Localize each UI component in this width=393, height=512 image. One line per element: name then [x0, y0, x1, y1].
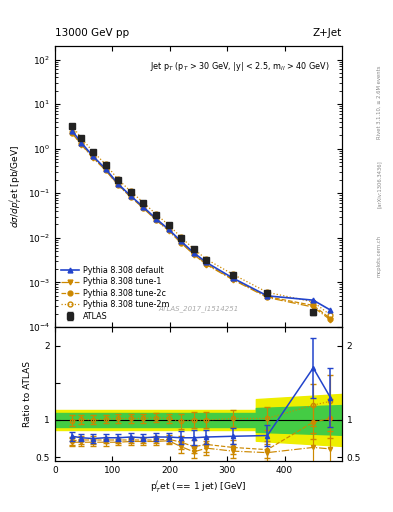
- Pythia 8.308 tune-2c: [154, 217, 158, 223]
- Pythia 8.308 tune-2m: [90, 148, 95, 155]
- Text: [arXiv:1306.3436]: [arXiv:1306.3436]: [377, 160, 382, 208]
- Pythia 8.308 tune-2c: [265, 293, 270, 300]
- Text: Z+Jet: Z+Jet: [313, 28, 342, 38]
- Pythia 8.308 tune-2c: [179, 240, 184, 246]
- Pythia 8.308 tune-1: [79, 142, 84, 148]
- Text: Rivet 3.1.10, ≥ 2.6M events: Rivet 3.1.10, ≥ 2.6M events: [377, 66, 382, 139]
- Pythia 8.308 tune-2m: [79, 135, 84, 141]
- Pythia 8.308 default: [141, 204, 146, 210]
- Pythia 8.308 tune-2c: [166, 227, 171, 233]
- Pythia 8.308 tune-2c: [191, 251, 196, 257]
- Line: Pythia 8.308 tune-2c: Pythia 8.308 tune-2c: [70, 131, 333, 321]
- Pythia 8.308 tune-1: [129, 194, 133, 200]
- Pythia 8.308 default: [265, 293, 270, 299]
- Pythia 8.308 default: [103, 166, 108, 172]
- Pythia 8.308 tune-2m: [328, 312, 333, 318]
- Pythia 8.308 tune-1: [204, 262, 209, 268]
- Pythia 8.308 tune-1: [116, 182, 121, 188]
- Pythia 8.308 tune-2m: [166, 222, 171, 228]
- Line: Pythia 8.308 tune-1: Pythia 8.308 tune-1: [70, 131, 333, 322]
- Pythia 8.308 default: [116, 181, 121, 187]
- Pythia 8.308 tune-2m: [265, 289, 270, 295]
- Text: ATLAS_2017_I1514251: ATLAS_2017_I1514251: [158, 305, 239, 312]
- Pythia 8.308 tune-2m: [191, 246, 196, 252]
- Pythia 8.308 default: [166, 226, 171, 232]
- Pythia 8.308 tune-2c: [311, 303, 316, 309]
- Pythia 8.308 tune-2m: [116, 176, 121, 182]
- Pythia 8.308 tune-1: [90, 155, 95, 161]
- Pythia 8.308 tune-2m: [129, 188, 133, 195]
- Y-axis label: $d\sigma/dp^{j}_{T}$et [pb/GeV]: $d\sigma/dp^{j}_{T}$et [pb/GeV]: [7, 145, 24, 228]
- Pythia 8.308 tune-2c: [90, 154, 95, 160]
- Y-axis label: Ratio to ATLAS: Ratio to ATLAS: [23, 361, 31, 427]
- Pythia 8.308 tune-1: [141, 205, 146, 211]
- Pythia 8.308 default: [154, 216, 158, 222]
- Legend: Pythia 8.308 default, Pythia 8.308 tune-1, Pythia 8.308 tune-2c, Pythia 8.308 tu: Pythia 8.308 default, Pythia 8.308 tune-…: [59, 264, 172, 323]
- Pythia 8.308 tune-2c: [116, 182, 121, 188]
- Pythia 8.308 tune-2m: [204, 256, 209, 262]
- Pythia 8.308 tune-1: [166, 227, 171, 233]
- Pythia 8.308 tune-1: [311, 304, 316, 310]
- Pythia 8.308 tune-2m: [311, 299, 316, 305]
- X-axis label: p$^{j}_{T}$et (== 1 jet) [GeV]: p$^{j}_{T}$et (== 1 jet) [GeV]: [150, 479, 247, 495]
- Text: Jet p$_T$ (p$_T$ > 30 GeV, |y| < 2.5, m$_{ll}$ > 40 GeV): Jet p$_T$ (p$_T$ > 30 GeV, |y| < 2.5, m$…: [150, 60, 329, 73]
- Pythia 8.308 tune-1: [70, 131, 75, 137]
- Pythia 8.308 tune-2c: [231, 276, 235, 282]
- Pythia 8.308 default: [129, 193, 133, 199]
- Pythia 8.308 tune-1: [103, 167, 108, 173]
- Pythia 8.308 default: [191, 250, 196, 256]
- Pythia 8.308 tune-1: [328, 317, 333, 323]
- Pythia 8.308 tune-2c: [103, 166, 108, 173]
- Line: Pythia 8.308 default: Pythia 8.308 default: [70, 129, 333, 312]
- Pythia 8.308 tune-1: [179, 240, 184, 246]
- Pythia 8.308 default: [179, 239, 184, 245]
- Pythia 8.308 tune-1: [191, 251, 196, 258]
- Text: mcplots.cern.ch: mcplots.cern.ch: [377, 235, 382, 277]
- Pythia 8.308 tune-2m: [179, 234, 184, 241]
- Pythia 8.308 default: [70, 128, 75, 134]
- Pythia 8.308 default: [204, 260, 209, 266]
- Pythia 8.308 tune-2c: [79, 141, 84, 147]
- Pythia 8.308 default: [90, 153, 95, 159]
- Pythia 8.308 tune-2m: [70, 123, 75, 129]
- Pythia 8.308 default: [231, 275, 235, 281]
- Pythia 8.308 default: [79, 140, 84, 146]
- Pythia 8.308 tune-2m: [141, 200, 146, 206]
- Pythia 8.308 tune-1: [231, 276, 235, 283]
- Pythia 8.308 tune-1: [154, 217, 158, 223]
- Pythia 8.308 tune-2c: [70, 130, 75, 136]
- Pythia 8.308 tune-2m: [154, 211, 158, 217]
- Pythia 8.308 default: [311, 297, 316, 303]
- Pythia 8.308 tune-2m: [103, 161, 108, 167]
- Pythia 8.308 tune-2c: [328, 315, 333, 322]
- Pythia 8.308 tune-2c: [204, 261, 209, 267]
- Pythia 8.308 tune-1: [265, 294, 270, 301]
- Pythia 8.308 tune-2c: [129, 194, 133, 200]
- Pythia 8.308 tune-2c: [141, 205, 146, 211]
- Text: 13000 GeV pp: 13000 GeV pp: [55, 28, 129, 38]
- Line: Pythia 8.308 tune-2m: Pythia 8.308 tune-2m: [70, 124, 333, 317]
- Pythia 8.308 default: [328, 307, 333, 313]
- Pythia 8.308 tune-2m: [231, 271, 235, 278]
